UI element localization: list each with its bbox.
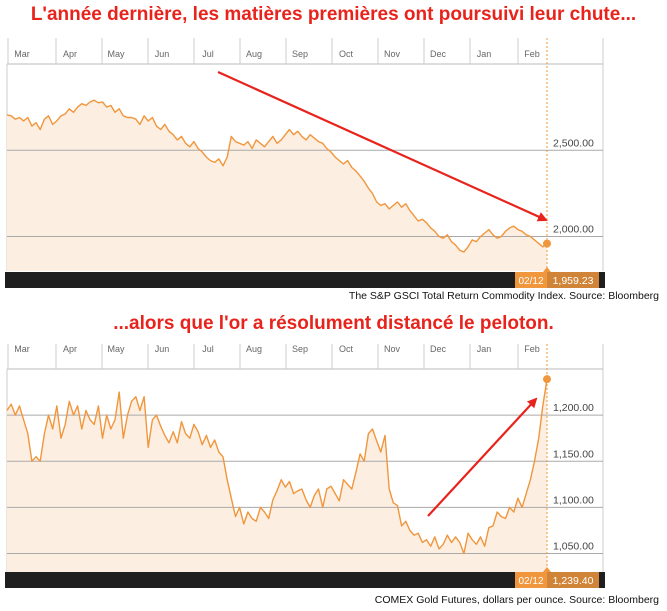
badge-pointer (543, 267, 551, 272)
current-date-label: 02/12 (518, 576, 543, 587)
series-area-fill (7, 100, 547, 271)
x-tick-label: Jul (202, 49, 214, 59)
y-tick-label: 1,200.00 (553, 402, 594, 414)
commodity-source-caption: The S&P GSCI Total Return Commodity Inde… (348, 290, 659, 302)
trend-arrow (427, 397, 538, 517)
y-tick-label: 2,000.00 (553, 224, 594, 236)
timeline-bar (5, 572, 605, 588)
current-value-dot (543, 239, 551, 248)
badge-pointer (543, 567, 551, 572)
x-tick-label: Dec (430, 344, 447, 354)
x-tick-label: Aug (246, 344, 262, 354)
current-value-badge (547, 272, 599, 288)
series-line (6, 379, 548, 555)
x-tick-label: Mar (14, 344, 30, 354)
x-tick-label: Jan (477, 344, 492, 354)
current-date-label: 02/12 (518, 276, 543, 287)
x-tick-label: Oct (339, 49, 354, 59)
x-tick-label: Nov (384, 49, 401, 59)
gold-source-caption: COMEX Gold Futures, dollars per ounce. S… (374, 594, 659, 606)
trend-arrow (217, 70, 548, 222)
x-tick-label: Apr (63, 344, 77, 354)
current-value-label: 1,959.23 (553, 275, 594, 287)
x-tick-label: Aug (246, 49, 262, 59)
x-tick-label: Sep (292, 49, 308, 59)
x-tick-label: Oct (339, 344, 354, 354)
x-tick-label: Apr (63, 49, 77, 59)
x-tick-label: Dec (430, 49, 447, 59)
headline-gold: ...alors que l'or a résolument distancé … (113, 313, 554, 334)
current-value-dot (543, 375, 551, 384)
series-area-fill (7, 379, 547, 572)
x-tick-label: May (107, 344, 125, 354)
x-tick-label: Nov (384, 344, 401, 354)
x-tick-label: Feb (524, 49, 540, 59)
x-tick-label: Feb (524, 344, 540, 354)
x-tick-label: Jun (155, 344, 170, 354)
headline-commodities: L'année dernière, les matières premières… (30, 4, 637, 25)
x-tick-label: Jul (202, 344, 214, 354)
series-line (6, 99, 548, 253)
timeline-bar (5, 272, 605, 288)
x-tick-label: Jun (155, 49, 170, 59)
current-value-label: 1,239.40 (553, 575, 594, 587)
current-date-badge (515, 272, 547, 288)
x-tick-label: May (107, 49, 125, 59)
y-tick-label: 1,100.00 (553, 494, 594, 506)
gold-futures-chart: Mar Apr May Jun Jul Aug Sep Oct Nov Dec Jan Feb 1,20… (5, 344, 605, 588)
y-tick-label: 1,050.00 (553, 541, 594, 553)
current-value-badge (547, 572, 599, 588)
x-tick-label: Jan (477, 49, 492, 59)
x-tick-label: Sep (292, 344, 308, 354)
y-tick-label: 1,150.00 (553, 448, 594, 460)
y-tick-label: 2,500.00 (553, 137, 594, 149)
x-tick-label: Mar (14, 49, 30, 59)
commodity-index-chart: Mar Apr May Jun Jul Aug Sep Oct Nov Dec Jan Feb 2,50… (5, 38, 605, 288)
current-date-badge (515, 572, 547, 588)
